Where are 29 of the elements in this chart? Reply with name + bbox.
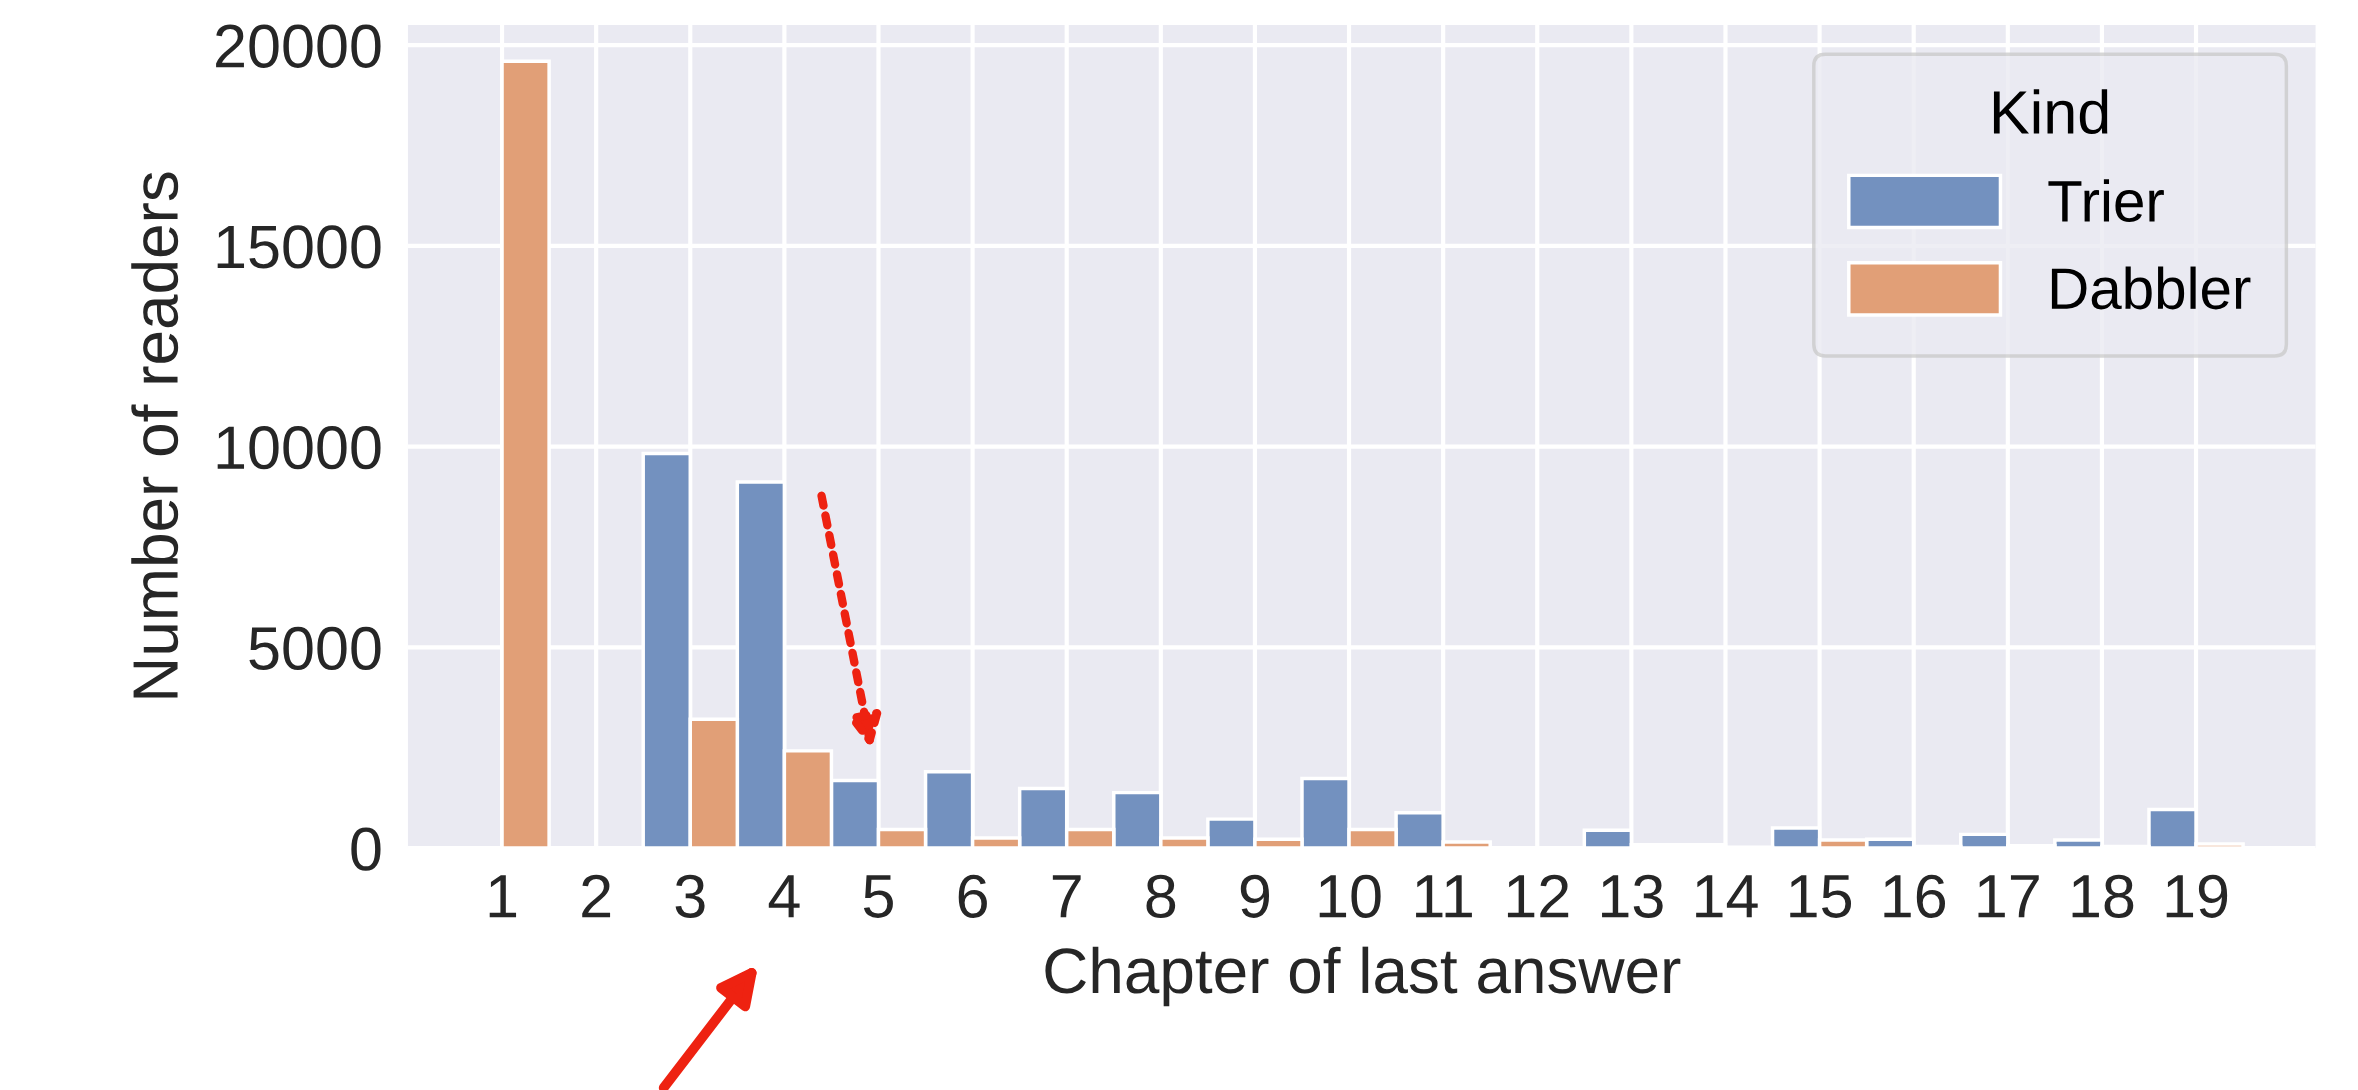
x-tick-label: 14: [1696, 875, 1758, 918]
x-tick-label: 12: [1507, 874, 1569, 918]
x-tick-label: 6: [958, 874, 987, 918]
x-tick-label: 2: [582, 874, 611, 918]
y-tick-label: 5000: [249, 626, 381, 671]
x-tick-label: 4: [768, 875, 800, 918]
y-tick-label: 0: [351, 827, 381, 871]
x-tick-label: 9: [1240, 874, 1270, 918]
x-tick-label: 7: [1052, 875, 1081, 918]
y-tick-label: 20000: [216, 24, 381, 68]
x-tick-label: 18: [2072, 874, 2134, 918]
x-tick-label: 19: [2166, 874, 2228, 918]
y-axis-title: Number of readers: [131, 172, 179, 698]
legend-label: Dabbler: [2051, 266, 2251, 310]
legend-label: Trier: [2048, 179, 2164, 223]
x-tick-label: 5: [863, 875, 893, 918]
y-tick-label: 10000: [217, 426, 381, 470]
x-tick-label: 10: [1319, 874, 1381, 918]
x-tick-label: 13: [1602, 874, 1663, 918]
x-axis-title: Chapter of last answer: [1045, 946, 1681, 1007]
legend-title: Kind: [1993, 89, 2108, 135]
x-tick-label: 8: [1146, 874, 1176, 918]
x-tick-label: 17: [1978, 875, 2039, 918]
x-tick-label: 15: [1790, 875, 1852, 918]
x-tick-label: 3: [675, 874, 705, 918]
y-tick-label: 15000: [217, 225, 381, 269]
x-tick-label: 1: [489, 875, 517, 918]
x-tick-label: 11: [1416, 875, 1472, 918]
x-tick-label: 16: [1884, 874, 1946, 918]
